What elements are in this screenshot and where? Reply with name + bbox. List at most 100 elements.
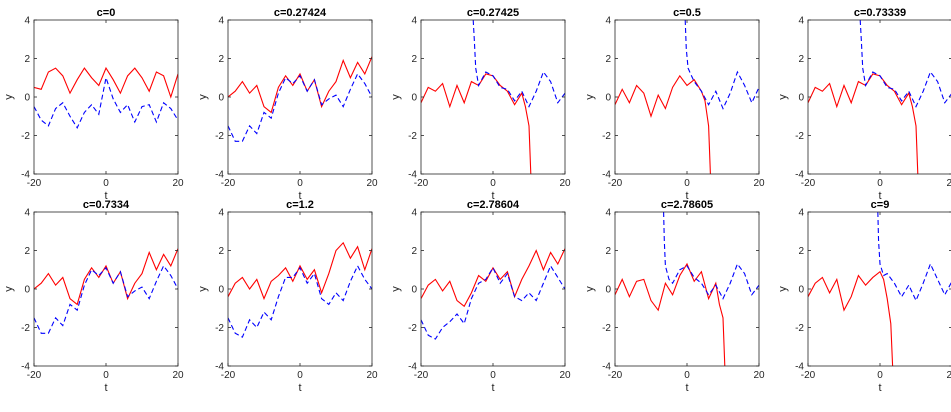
panel-4-ytick-label: 2 [605, 54, 611, 65]
panel-4-xlabel: t [685, 190, 688, 202]
panel-9-xtick-label: -20 [608, 370, 623, 381]
panel-6-xlabel: t [104, 382, 107, 394]
panel-4: 420-2-4-20 0 20c=0.5ty [584, 7, 765, 202]
panel-9-ytick-label: -4 [602, 362, 611, 373]
panel-4-ytick-label: -2 [602, 131, 611, 142]
panel-6-xtick-label: 0 [103, 370, 109, 381]
panel-10-ylabel: y [777, 286, 789, 292]
panel-1-xtick-label: 0 [103, 178, 109, 189]
panel-10-ytick-label: 4 [798, 208, 804, 219]
panel-8-ytick-label: -4 [408, 362, 417, 373]
panel-7-ytick-label: 4 [218, 208, 224, 219]
panel-2-dashed-series [228, 72, 372, 142]
panel-9-ytick-label: 2 [605, 246, 611, 257]
panel-6-ytick-label: -2 [21, 323, 30, 334]
panel-8-dashed-series [421, 264, 565, 340]
panel-2-ytick-label: 2 [218, 54, 224, 65]
panel-2-xtick-label: 20 [366, 178, 378, 189]
panel-2-solid-series [228, 56, 372, 114]
panel-3-xtick-label: 0 [490, 178, 496, 189]
panel-10-ytick-label: 2 [798, 246, 804, 257]
panel-10-title: c=9 [871, 199, 890, 211]
panel-4-plot-area [615, 20, 759, 174]
panel-1-ytick-label: -4 [21, 170, 30, 181]
panel-2-ylabel: y [197, 94, 209, 100]
panel-7-ytick-label: -4 [215, 362, 224, 373]
panel-9-ytick-label: 4 [605, 208, 611, 219]
panel-6-xtick-label: 20 [172, 370, 184, 381]
panel-8-solid-series [421, 248, 565, 308]
panel-5-ytick-label: -4 [795, 170, 804, 181]
panel-9-ylabel: y [584, 286, 596, 292]
panel-1-xlabel: t [104, 190, 107, 202]
panel-10-xtick-label: 20 [946, 370, 951, 381]
panel-1-xtick-label: -20 [27, 178, 42, 189]
panel-1-ytick-label: 0 [24, 93, 30, 104]
panel-4-ylabel: y [584, 94, 596, 100]
panel-1: 420-2-4-20 0 20c=0ty [3, 7, 184, 202]
panel-4-xtick-label: -20 [608, 178, 623, 189]
panel-8-plot-area [421, 212, 565, 366]
panel-4-dashed-series [684, 20, 759, 110]
panel-3-title: c=0.27425 [467, 7, 519, 19]
panel-7-ytick-label: 2 [218, 246, 224, 257]
panel-3-ytick-label: -4 [408, 170, 417, 181]
panel-4-xtick-label: 20 [753, 178, 765, 189]
panel-9-title: c=2.78605 [661, 199, 713, 211]
panel-10-xtick-label: -20 [801, 370, 816, 381]
panel-10-xlabel: t [878, 382, 881, 394]
panel-10-solid-series [808, 270, 894, 366]
panel-6-ytick-label: 4 [24, 208, 30, 219]
panel-5-xtick-label: -20 [801, 178, 816, 189]
panel-3-plot-area [421, 20, 565, 174]
panel-4-solid-series [615, 74, 711, 174]
panel-6-ytick-label: -4 [21, 362, 30, 373]
panel-8-title: c=2.78604 [467, 199, 520, 211]
panel-5-ytick-label: 4 [798, 16, 804, 27]
panel-7-xtick-label: 20 [366, 370, 378, 381]
panel-8-ytick-label: 2 [411, 246, 417, 257]
panel-9-xtick-label: 0 [684, 370, 690, 381]
panel-9-dashed-series [663, 212, 759, 300]
panel-7: 420-2-4-20 0 20c=1.2ty [197, 199, 378, 394]
panel-7-xtick-label: -20 [221, 370, 236, 381]
panel-7-xlabel: t [298, 382, 301, 394]
panel-4-ytick-label: -4 [602, 170, 611, 181]
panel-3-ytick-label: -2 [408, 131, 417, 142]
panel-2-xlabel: t [298, 190, 301, 202]
panel-2-title: c=0.27424 [274, 7, 327, 19]
panel-2-xtick-label: -20 [221, 178, 236, 189]
panel-8-xlabel: t [491, 382, 494, 394]
panel-10-xtick-label: 0 [877, 370, 883, 381]
panel-3-xlabel: t [491, 190, 494, 202]
panel-9-plot-area [615, 212, 759, 366]
panel-8-ytick-label: 0 [411, 285, 417, 296]
panel-5-ytick-label: 0 [798, 93, 804, 104]
panel-9-xtick-label: 20 [753, 370, 765, 381]
panel-3-xtick-label: 20 [559, 178, 571, 189]
panel-8-xtick-label: -20 [414, 370, 429, 381]
panel-2-ytick-label: -2 [215, 131, 224, 142]
panel-6-dashed-series [34, 264, 178, 334]
panel-4-title: c=0.5 [673, 7, 701, 19]
panel-5-plot-area [808, 20, 951, 174]
panel-9-ytick-label: 0 [605, 285, 611, 296]
panel-4-ytick-label: 4 [605, 16, 611, 27]
panel-10-dashed-series [877, 212, 951, 302]
panel-6-title: c=0.7334 [83, 199, 130, 211]
panel-7-dashed-series [228, 264, 372, 338]
panel-4-ytick-label: 0 [605, 93, 611, 104]
panel-1-ytick-label: 4 [24, 16, 30, 27]
panel-1-ytick-label: 2 [24, 54, 30, 65]
panel-2-xtick-label: 0 [297, 178, 303, 189]
panel-6-ylabel: y [3, 286, 15, 292]
panel-3-ytick-label: 2 [411, 54, 417, 65]
panel-5-xtick-label: 20 [946, 178, 951, 189]
panel-5-title: c=0.73339 [854, 7, 906, 19]
panel-6-ytick-label: 2 [24, 246, 30, 257]
